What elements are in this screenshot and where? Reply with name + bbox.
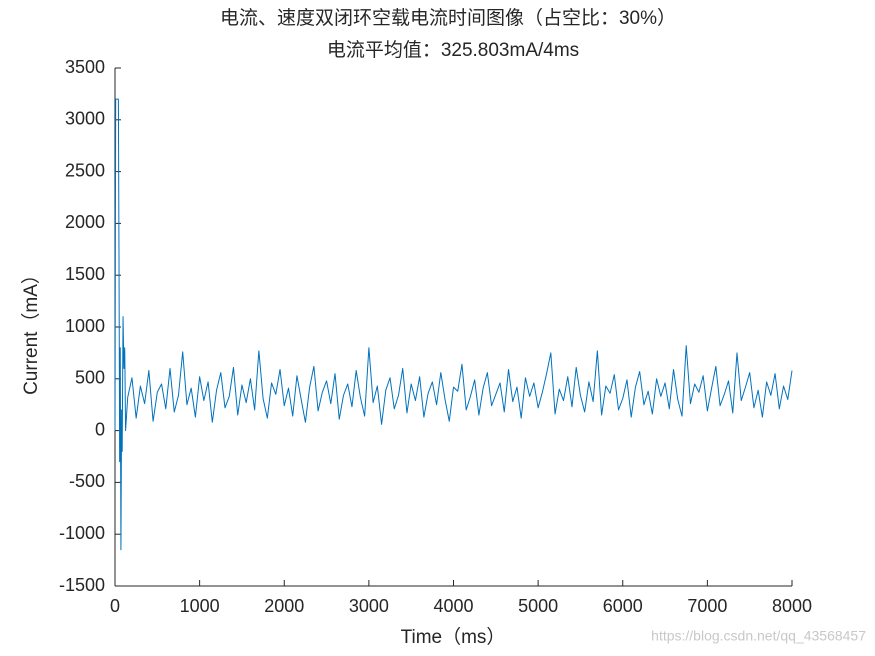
- x-tick-label: 4000: [433, 596, 473, 616]
- y-tick-label: -1500: [59, 575, 105, 595]
- y-axis-label: Current（mA）: [20, 265, 42, 395]
- x-tick-label: 0: [110, 596, 120, 616]
- chart-title: 电流、速度双闭环空载电流时间图像（占空比：30%）: [220, 7, 676, 29]
- y-tick-label: 3500: [65, 57, 105, 77]
- x-tick-label: 6000: [603, 596, 643, 616]
- watermark: https://blog.csdn.net/qq_43568457: [651, 628, 866, 644]
- x-tick-label: 5000: [518, 596, 558, 616]
- chart-subtitle: 电流平均值：325.803mA/4ms: [327, 39, 579, 61]
- x-tick-label: 7000: [687, 596, 727, 616]
- y-tick-label: 3000: [65, 109, 105, 129]
- y-tick-label: 2000: [65, 212, 105, 232]
- y-tick-label: 500: [75, 368, 105, 388]
- x-tick-label: 1000: [180, 596, 220, 616]
- y-tick-label: -500: [69, 471, 105, 491]
- y-tick-label: 1000: [65, 316, 105, 336]
- x-tick-label: 2000: [264, 596, 304, 616]
- data-line: [114, 98, 793, 551]
- y-tick-label: -1000: [59, 523, 105, 543]
- x-axis-label: Time（ms）: [401, 626, 506, 648]
- y-tick-label: 0: [95, 419, 105, 439]
- x-tick-label: 8000: [772, 596, 812, 616]
- y-tick-label: 2500: [65, 160, 105, 180]
- y-tick-label: 1500: [65, 264, 105, 284]
- x-tick-label: 3000: [349, 596, 389, 616]
